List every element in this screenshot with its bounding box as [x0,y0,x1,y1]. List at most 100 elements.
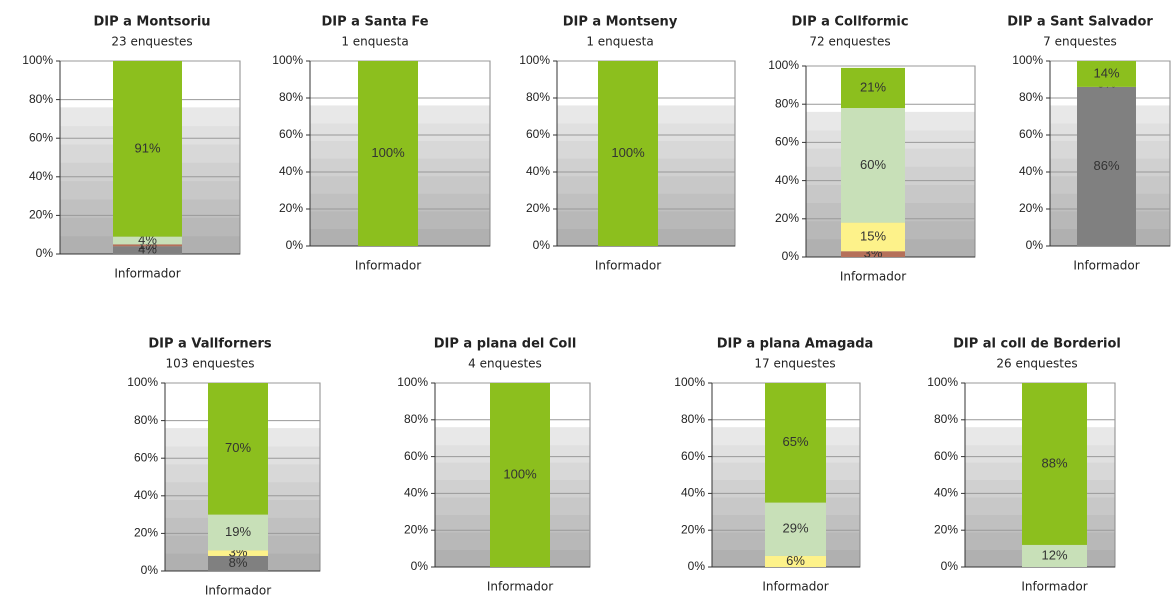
y-tick-label: 60% [1019,127,1043,141]
x-tick-label: Informador [487,580,553,594]
chart-title: DIP a Vallforners [148,337,271,352]
chart-subtitle: 7 enquestes [1043,35,1117,49]
chart-title: DIP a Collformic [791,15,908,30]
bar-segment [765,555,826,567]
y-tick-label: 40% [279,164,303,178]
bar-segment [598,61,658,246]
bar-segment [208,550,268,556]
y-tick-label: 0% [941,559,959,573]
chart-subtitle: 72 enquestes [809,35,890,49]
bar-segment [1022,544,1087,567]
y-tick-label: 40% [404,486,428,500]
bar-segment [208,383,268,515]
y-tick-label: 20% [934,522,958,536]
y-tick-label: 100% [927,375,958,389]
bar-segment [358,61,418,246]
chart-title: DIP a plana del Coll [434,337,577,352]
y-tick-label: 60% [279,127,303,141]
x-tick-label: Informador [114,267,180,281]
y-tick-label: 40% [134,488,158,502]
x-tick-label: Informador [1073,259,1139,273]
value-label: 6% [786,553,805,568]
y-tick-label: 20% [404,522,428,536]
y-tick-label: 80% [681,412,705,426]
y-tick-label: 0% [141,563,159,577]
y-tick-label: 60% [404,449,428,463]
bar-segment [1077,86,1136,247]
y-tick-label: 20% [134,526,158,540]
chart-subtitle: 26 enquestes [996,357,1077,371]
chart-title: DIP a Montseny [563,15,678,30]
bar-segment [1077,61,1136,87]
bar-segment [490,383,550,567]
bar-segment [1022,383,1087,545]
bar-segment [841,67,905,109]
value-label: 19% [225,524,251,539]
y-tick-label: 80% [29,92,53,106]
y-tick-label: 80% [134,413,158,427]
y-tick-label: 0% [533,238,551,252]
y-tick-label: 40% [526,164,550,178]
bar-segment [113,61,182,237]
y-tick-label: 60% [134,450,158,464]
value-label: 100% [611,145,645,160]
y-tick-label: 60% [775,135,799,149]
chart-subtitle: 17 enquestes [754,357,835,371]
y-tick-label: 60% [526,127,550,141]
y-tick-label: 20% [526,201,550,215]
y-tick-label: 100% [768,58,799,72]
y-tick-label: 0% [286,238,304,252]
y-tick-label: 40% [934,486,958,500]
bar-segment [765,383,826,503]
x-tick-label: Informador [595,259,661,273]
chart-title: DIP a Montsoriu [93,15,210,30]
y-tick-label: 0% [782,249,800,263]
chart-subtitle: 1 enquesta [341,35,408,49]
value-label: 60% [860,157,886,172]
chart-title: DIP a Santa Fe [321,15,428,30]
y-tick-label: 100% [127,375,158,389]
y-tick-label: 80% [526,90,550,104]
x-tick-label: Informador [762,580,828,594]
value-label: 21% [860,79,886,94]
bar-segment [113,246,182,254]
x-tick-label: Informador [1021,580,1087,594]
y-tick-label: 40% [29,169,53,183]
y-tick-label: 20% [29,208,53,222]
y-tick-label: 20% [681,522,705,536]
bar-segment [113,236,182,245]
y-tick-label: 20% [1019,201,1043,215]
y-tick-label: 100% [1012,53,1043,67]
value-label: 15% [860,228,886,243]
y-tick-label: 20% [279,201,303,215]
value-label: 12% [1041,547,1067,562]
bar-segment [841,222,905,252]
bar-segment [113,244,182,247]
value-label: 88% [1041,455,1067,470]
y-tick-label: 80% [1019,90,1043,104]
chart-subtitle: 23 enquestes [111,35,192,49]
bar-segment [841,108,905,223]
value-label: 91% [134,140,160,155]
y-tick-label: 60% [934,449,958,463]
chart-subtitle: 1 enquesta [586,35,653,49]
value-label: 70% [225,440,251,455]
y-tick-label: 100% [272,53,303,67]
bar-segment [841,251,905,257]
y-tick-label: 100% [22,53,53,67]
x-tick-label: Informador [205,584,271,597]
chart-title: DIP al coll de Borderiol [953,337,1121,352]
y-tick-label: 100% [674,375,705,389]
y-tick-label: 60% [681,449,705,463]
value-label: 100% [503,466,537,481]
y-tick-label: 80% [404,412,428,426]
value-label: 86% [1093,158,1119,173]
y-tick-label: 0% [688,559,706,573]
chart-title: DIP a Sant Salvador [1007,15,1153,30]
y-tick-label: 80% [934,412,958,426]
value-label: 100% [371,145,405,160]
y-tick-label: 60% [29,130,53,144]
value-label: 29% [782,521,808,536]
chart-title: DIP a plana Amagada [717,337,874,352]
